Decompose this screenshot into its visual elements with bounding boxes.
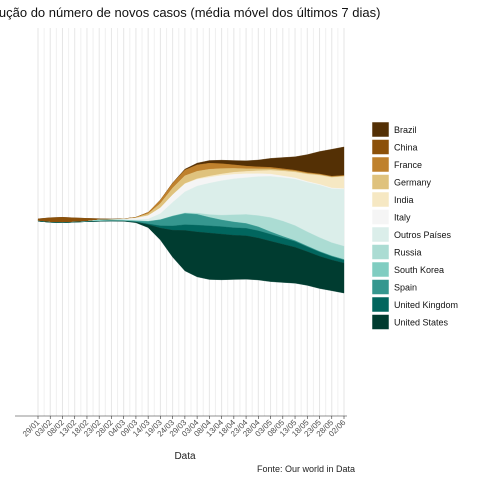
legend-swatch [371, 191, 390, 208]
legend-label: United States [394, 318, 449, 328]
legend-label: Brazil [394, 125, 417, 135]
source-caption: Fonte: Our world in Data [257, 464, 355, 474]
legend-swatch [371, 261, 390, 278]
legend-label: France [394, 160, 422, 170]
legend-swatch [371, 314, 390, 330]
legend-label: Outros Países [394, 230, 452, 240]
x-axis-ticks: 29/0103/0208/0213/0218/0223/0228/0204/03… [21, 416, 348, 439]
legend-label: South Korea [394, 265, 444, 275]
legend-swatch [371, 174, 390, 190]
legend-swatch [371, 139, 390, 155]
legend-swatch [371, 244, 390, 260]
legend-swatch [371, 121, 390, 138]
legend-swatch [371, 296, 390, 313]
legend-label: India [394, 195, 414, 205]
legend-label: United Kingdom [394, 300, 458, 310]
chart-title: lução do número de novos casos (média mó… [0, 5, 380, 20]
legend-swatch [371, 156, 390, 173]
legend-label: Spain [394, 283, 417, 293]
legend-swatch [371, 226, 390, 243]
x-axis-title: Data [174, 451, 196, 462]
legend-label: Italy [394, 213, 411, 223]
legend-label: Germany [394, 178, 432, 188]
legend-swatch [371, 279, 390, 295]
legend-swatch [371, 209, 390, 225]
stream-united-states [37, 220, 345, 294]
stream-layers [37, 146, 345, 294]
legend-label: Russia [394, 248, 422, 258]
legend: Brazil China France Germany India Italy Outros… [371, 121, 458, 330]
legend-label: China [394, 143, 418, 153]
